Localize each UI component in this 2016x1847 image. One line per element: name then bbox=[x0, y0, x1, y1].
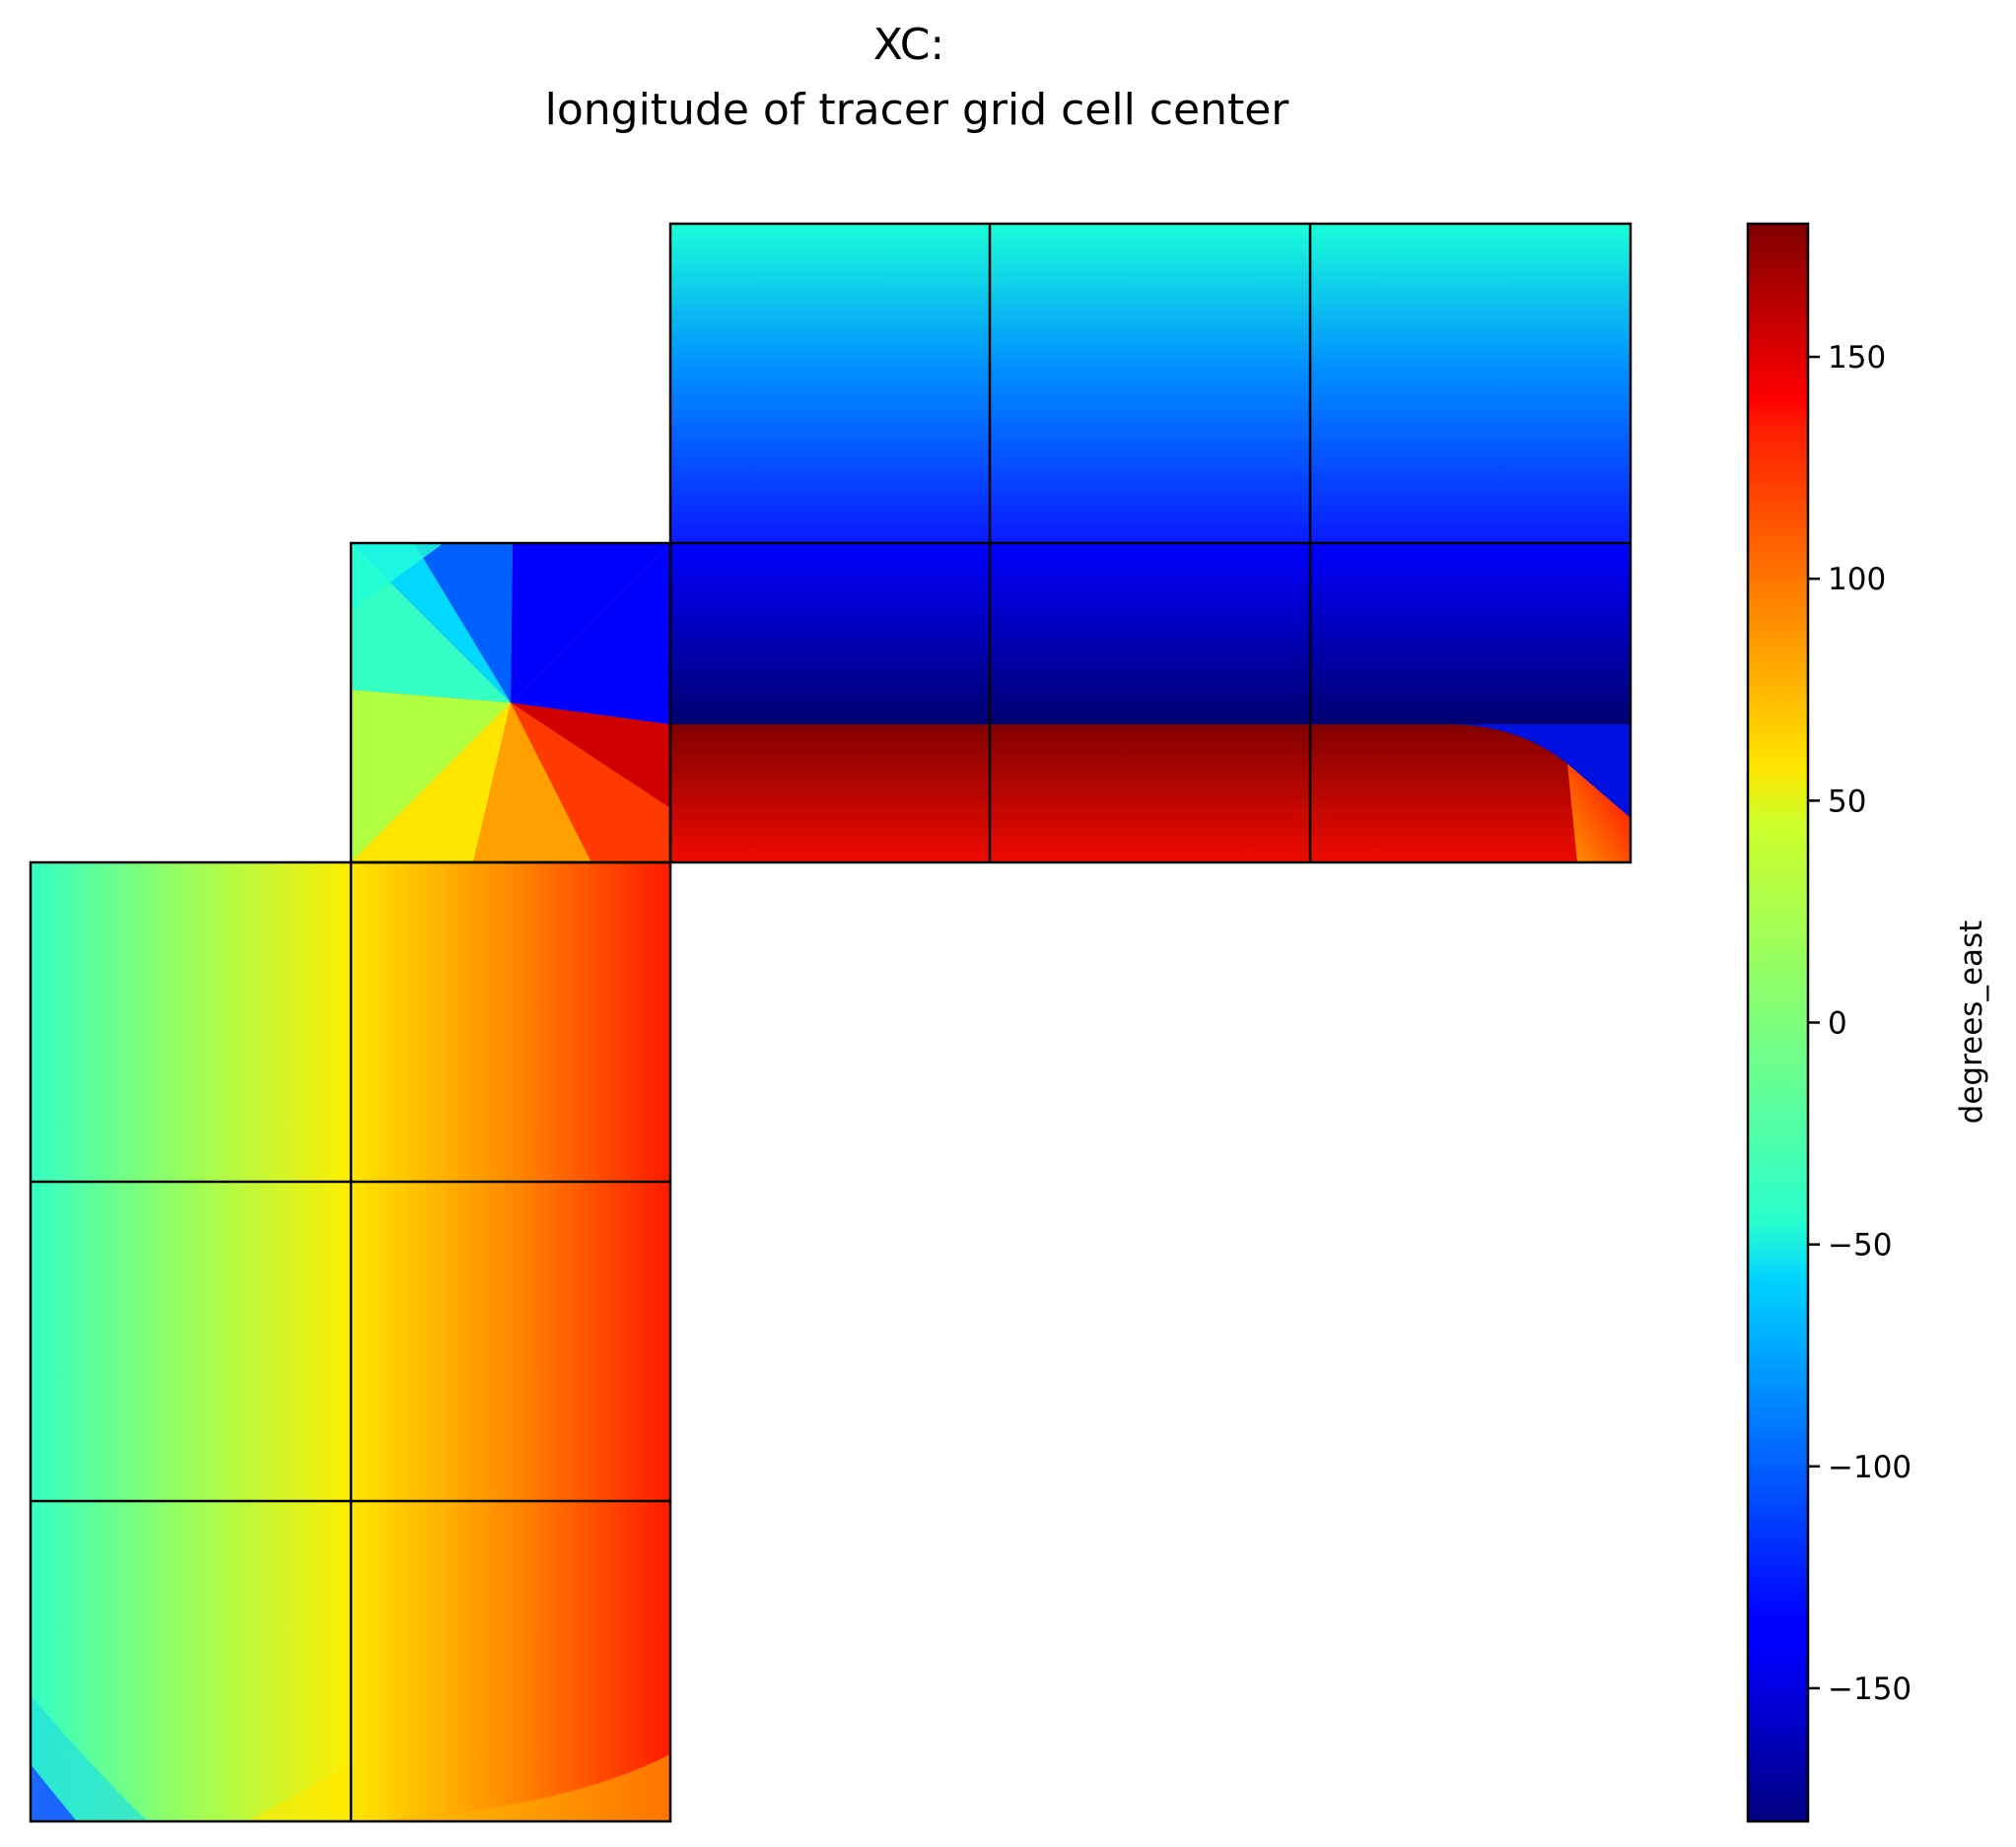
facet-top-row bbox=[670, 224, 1631, 543]
colorbar-label: degrees_east bbox=[1954, 921, 1989, 1125]
chart-title-line1: XC: bbox=[873, 20, 945, 70]
colorbar-tick-label: −150 bbox=[1828, 1672, 1912, 1707]
colorbar-tick-label: −100 bbox=[1828, 1450, 1912, 1485]
right-edge-corner bbox=[1567, 764, 1631, 862]
corner-swirl-bottom-left-3 bbox=[77, 1764, 351, 1821]
facet-blue-band bbox=[670, 543, 1631, 725]
corner-shade-middle bbox=[351, 1754, 670, 1821]
facet-left-column bbox=[31, 862, 351, 1821]
chart-title-line2: longitude of tracer grid cell center bbox=[545, 85, 1290, 135]
facet-middle-column bbox=[351, 862, 670, 1821]
right-edge-curve-blue bbox=[1449, 724, 1631, 818]
colorbar-gradient bbox=[1746, 222, 1810, 1823]
polar-tile-sectors bbox=[351, 543, 670, 862]
facet-red-band bbox=[670, 724, 1631, 862]
colorbar-tick-label: 0 bbox=[1828, 1006, 1847, 1042]
colorbar-ticks: 150 100 50 0 −50 −100 −150 bbox=[1808, 340, 1912, 1707]
colorbar-tick-label: 150 bbox=[1828, 340, 1886, 376]
colorbar-tick-label: −50 bbox=[1828, 1228, 1892, 1264]
colorbar: 150 100 50 0 −50 −100 −150 degrees_east bbox=[1746, 222, 1989, 1823]
corner-swirl-bottom-left-2 bbox=[31, 1695, 148, 1821]
tile-boundaries bbox=[29, 222, 1633, 1823]
colorbar-tick-label: 100 bbox=[1828, 562, 1886, 597]
corner-swirl-bottom-left bbox=[31, 1764, 77, 1821]
colorbar-tick-label: 50 bbox=[1828, 784, 1866, 819]
